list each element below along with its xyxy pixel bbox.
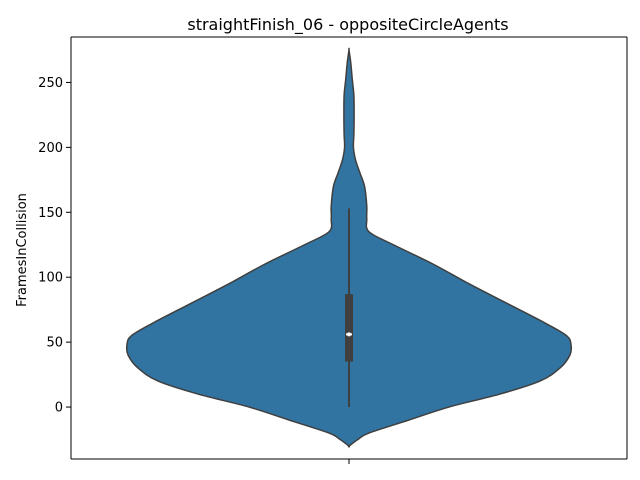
y-tick-label: 150 bbox=[38, 206, 63, 221]
y-tick-label: 50 bbox=[46, 336, 63, 351]
y-axis-label: FramesInCollision bbox=[15, 193, 30, 307]
chart-title: straightFinish_06 - oppositeCircleAgents bbox=[187, 15, 508, 35]
y-tick-label: 200 bbox=[38, 141, 63, 156]
plot-area: 0 50 100 150 200 250 bbox=[38, 36, 628, 464]
iqr-box bbox=[345, 294, 353, 362]
y-tick-label: 250 bbox=[38, 76, 63, 91]
median-bar bbox=[346, 333, 352, 336]
y-tick-label: 0 bbox=[55, 401, 63, 416]
y-tick-label: 100 bbox=[38, 271, 63, 286]
